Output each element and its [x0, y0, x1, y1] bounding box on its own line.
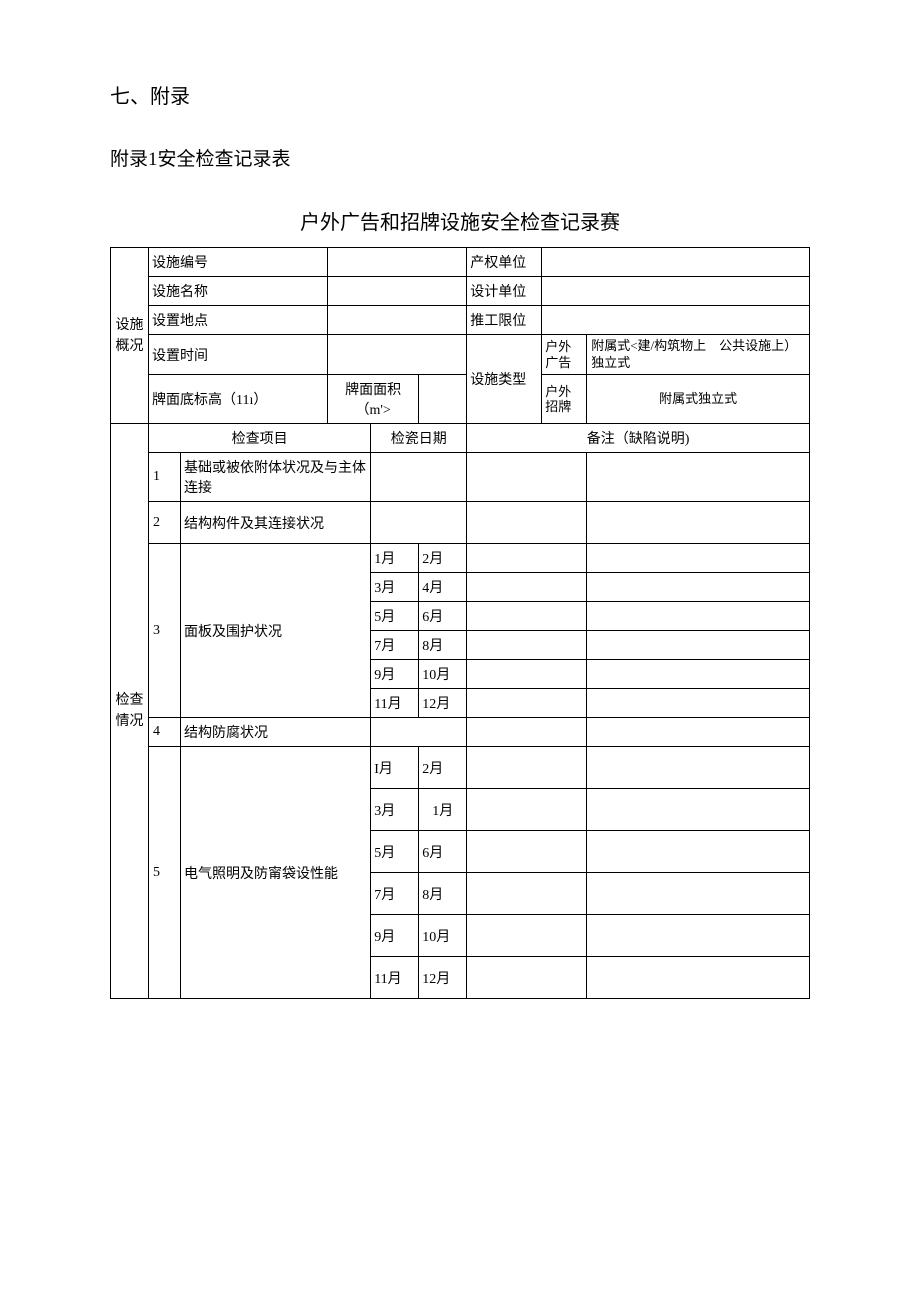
item5-r6b	[587, 957, 810, 999]
item5-r1b	[587, 747, 810, 789]
item2-date	[371, 502, 467, 544]
item5-r6a	[467, 957, 587, 999]
item3-name: 面板及围护状况	[181, 544, 371, 718]
value-location	[328, 306, 467, 335]
item5-r2a	[467, 789, 587, 831]
item5-r3a	[467, 831, 587, 873]
value-board-area	[419, 375, 467, 424]
value-setup-time	[328, 335, 467, 375]
label-facility-no: 设施编号	[149, 248, 328, 277]
item3-r5b	[587, 660, 810, 689]
item5-m2: 2月	[419, 747, 467, 789]
item4-date	[371, 718, 467, 747]
item3-m4: 4月	[419, 573, 467, 602]
item3-r1a	[467, 544, 587, 573]
item5-m3: 3月	[371, 789, 419, 831]
label-construction: 推工限位	[467, 306, 542, 335]
item3-r5a	[467, 660, 587, 689]
item5-m5: 5月	[371, 831, 419, 873]
section-heading: 七、附录	[110, 80, 810, 109]
item5-r2b	[587, 789, 810, 831]
item3-m9: 9月	[371, 660, 419, 689]
item5-r5b	[587, 915, 810, 957]
item2-num: 2	[149, 502, 181, 544]
item1-date	[371, 453, 467, 502]
item4-name: 结构防腐状况	[181, 718, 371, 747]
item3-m8: 8月	[419, 631, 467, 660]
label-facility-name: 设施名称	[149, 277, 328, 306]
inspection-section-label: 检查情况	[111, 424, 149, 999]
item3-r4b	[587, 631, 810, 660]
type-outdoor-sign-desc: 附属式独立式	[587, 375, 810, 424]
item5-m7: 7月	[371, 873, 419, 915]
item4-remark2	[587, 718, 810, 747]
label-facility-type: 设施类型	[467, 335, 542, 424]
item2-name: 结构构件及其连接状况	[181, 502, 371, 544]
item1-remark1	[467, 453, 587, 502]
subsection-heading: 附录1安全检查记录表	[110, 144, 810, 171]
item5-name: 电气照明及防甯袋设性能	[181, 747, 371, 999]
inspection-table: 设施概况 设施编号 产权单位 设施名称 设计单位 设置地点 推工限位 设置时间 …	[110, 247, 810, 999]
label-location: 设置地点	[149, 306, 328, 335]
item3-m11: 11月	[371, 689, 419, 718]
label-setup-time: 设置时间	[149, 335, 328, 375]
type-outdoor-sign: 户外招牌	[542, 375, 587, 424]
item5-m1: I月	[371, 747, 419, 789]
item3-m10: 10月	[419, 660, 467, 689]
item3-r3a	[467, 602, 587, 631]
item3-r3b	[587, 602, 810, 631]
item3-num: 3	[149, 544, 181, 718]
item5-m9: 9月	[371, 915, 419, 957]
item3-r6a	[467, 689, 587, 718]
label-board-height: 牌面底标高（11ı）	[149, 375, 328, 424]
item3-m3: 3月	[371, 573, 419, 602]
item5-m11: 11月	[371, 957, 419, 999]
item3-r6b	[587, 689, 810, 718]
item3-r2b	[587, 573, 810, 602]
type-outdoor-ad-desc: 附属式<建/构筑物上 公共设施上）独立式	[587, 335, 810, 375]
header-date: 检瓷日期	[371, 424, 467, 453]
item2-remark2	[587, 502, 810, 544]
item5-r4b	[587, 873, 810, 915]
item5-m6: 6月	[419, 831, 467, 873]
header-item: 检查项目	[149, 424, 371, 453]
item3-r2a	[467, 573, 587, 602]
item4-remark1	[467, 718, 587, 747]
label-owner: 产权单位	[467, 248, 542, 277]
item5-m12: 12月	[419, 957, 467, 999]
item3-m2: 2月	[419, 544, 467, 573]
item5-num: 5	[149, 747, 181, 999]
header-remark: 备注（缺陷说明)	[467, 424, 810, 453]
item3-m6: 6月	[419, 602, 467, 631]
item3-r4a	[467, 631, 587, 660]
value-facility-no	[328, 248, 467, 277]
overview-section-label: 设施概况	[111, 248, 149, 424]
item3-m7: 7月	[371, 631, 419, 660]
item5-r1a	[467, 747, 587, 789]
value-construction	[542, 306, 810, 335]
item1-name: 基础或被依附体状况及与主体连接	[181, 453, 371, 502]
item2-remark1	[467, 502, 587, 544]
label-board-area: 牌面面积（m'>	[328, 375, 419, 424]
item5-m10: 10月	[419, 915, 467, 957]
item3-r1b	[587, 544, 810, 573]
label-design-unit: 设计单位	[467, 277, 542, 306]
item5-r5a	[467, 915, 587, 957]
item1-num: 1	[149, 453, 181, 502]
item5-m8: 8月	[419, 873, 467, 915]
item3-m1: 1月	[371, 544, 419, 573]
item3-m5: 5月	[371, 602, 419, 631]
table-title: 户外广告和招牌设施安全检查记录赛	[110, 206, 810, 235]
value-design-unit	[542, 277, 810, 306]
type-outdoor-ad: 户外广告	[542, 335, 587, 375]
item5-m4: 1月	[419, 789, 467, 831]
item4-num: 4	[149, 718, 181, 747]
item3-m12: 12月	[419, 689, 467, 718]
value-owner	[542, 248, 810, 277]
item1-remark2	[587, 453, 810, 502]
item5-r4a	[467, 873, 587, 915]
value-facility-name	[328, 277, 467, 306]
item5-r3b	[587, 831, 810, 873]
